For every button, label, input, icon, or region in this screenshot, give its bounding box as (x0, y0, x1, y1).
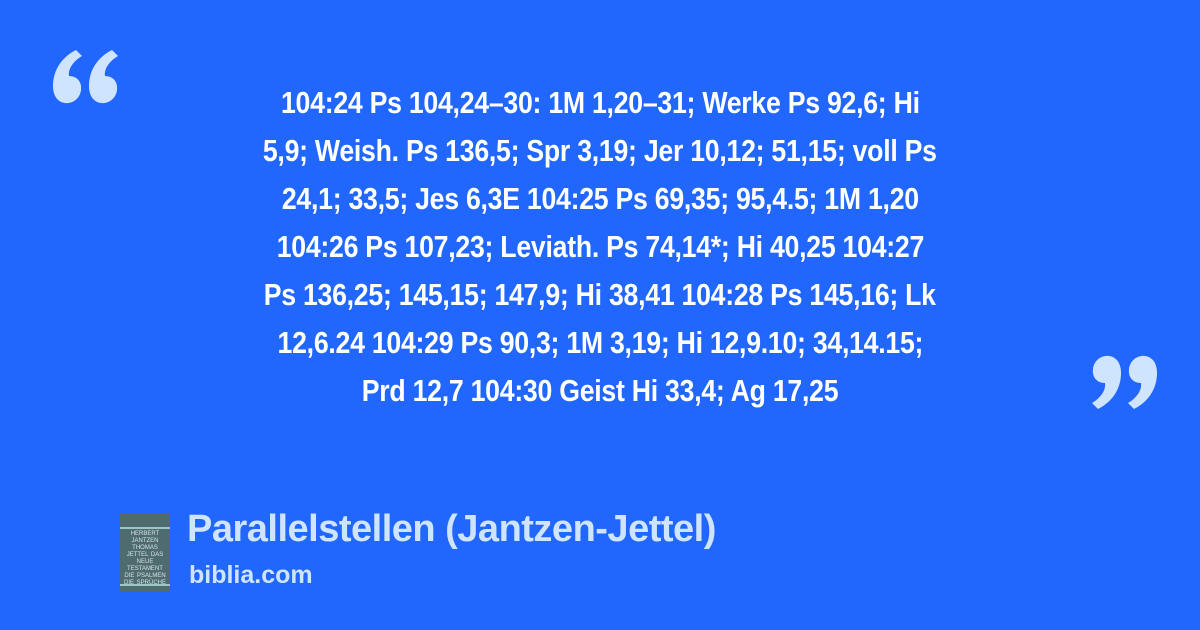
quote-text: 104:24 Ps 104,24–30: 1M 1,20–31; Werke P… (0, 79, 1200, 415)
quote-line: 12,6.24 104:29 Ps 90,3; 1M 3,19; Hi 12,9… (277, 325, 923, 360)
quote-line: Ps 136,25; 145,15; 147,9; Hi 38,41 104:2… (263, 277, 937, 312)
site-name: biblia.com (189, 561, 313, 589)
open-quote-icon (53, 50, 118, 104)
book-cover-image: HERBERT JANTZEN THOMAS JETTEL DAS NEUE T… (120, 513, 170, 592)
resource-title: Parallelstellen (Jantzen-Jettel) (187, 508, 716, 550)
quote-line: 104:26 Ps 107,23; Leviath. Ps 74,14*; Hi… (276, 229, 924, 264)
cover-text: HERBERT JANTZEN THOMAS JETTEL DAS NEUE T… (123, 531, 166, 586)
quote-line: 104:24 Ps 104,24–30: 1M 1,20–31; Werke P… (280, 85, 920, 120)
cover-band (120, 584, 170, 586)
quote-line: Prd 12,7 104:30 Geist Hi 33,4; Ag 17,25 (361, 373, 839, 408)
close-quote-icon (1092, 355, 1157, 409)
quote-line: 5,9; Weish. Ps 136,5; Spr 3,19; Jer 10,1… (263, 133, 937, 168)
cover-band (120, 527, 170, 529)
quote-line: 24,1; 33,5; Jes 6,3E 104:25 Ps 69,35; 95… (281, 181, 919, 216)
